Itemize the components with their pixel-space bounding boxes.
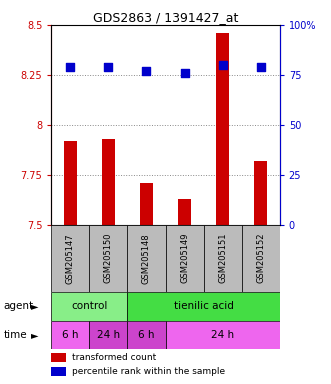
Text: GSM205148: GSM205148 <box>142 233 151 283</box>
Bar <box>127 225 166 292</box>
Bar <box>102 139 115 225</box>
Point <box>144 68 149 74</box>
Text: ►: ► <box>31 301 39 311</box>
Bar <box>178 199 191 225</box>
Text: 24 h: 24 h <box>97 330 120 340</box>
Text: GSM205150: GSM205150 <box>104 233 113 283</box>
Bar <box>51 353 66 362</box>
Text: GSM205147: GSM205147 <box>66 233 75 283</box>
Bar <box>204 225 242 292</box>
Point <box>220 62 225 68</box>
Bar <box>89 225 127 292</box>
Bar <box>166 225 204 292</box>
Text: ►: ► <box>31 330 39 340</box>
Point <box>106 64 111 70</box>
Text: agent: agent <box>3 301 33 311</box>
Text: percentile rank within the sample: percentile rank within the sample <box>72 367 225 376</box>
Bar <box>140 183 153 225</box>
Bar <box>51 367 66 376</box>
Bar <box>64 141 77 225</box>
Bar <box>242 225 280 292</box>
Bar <box>127 321 166 349</box>
Text: 6 h: 6 h <box>138 330 155 340</box>
Point <box>182 70 187 76</box>
Point <box>258 64 263 70</box>
Bar <box>51 225 89 292</box>
Text: GSM205151: GSM205151 <box>218 233 227 283</box>
Bar <box>127 292 280 321</box>
Bar <box>166 321 280 349</box>
Bar <box>89 321 127 349</box>
Text: 6 h: 6 h <box>62 330 78 340</box>
Bar <box>216 33 229 225</box>
Text: 24 h: 24 h <box>211 330 234 340</box>
Bar <box>51 292 127 321</box>
Text: GSM205152: GSM205152 <box>256 233 265 283</box>
Text: GSM205149: GSM205149 <box>180 233 189 283</box>
Text: time: time <box>3 330 27 340</box>
Title: GDS2863 / 1391427_at: GDS2863 / 1391427_at <box>93 11 238 24</box>
Text: tienilic acid: tienilic acid <box>174 301 233 311</box>
Text: control: control <box>71 301 108 311</box>
Point <box>68 64 73 70</box>
Bar <box>254 161 267 225</box>
Text: transformed count: transformed count <box>72 353 157 362</box>
Bar <box>51 321 89 349</box>
